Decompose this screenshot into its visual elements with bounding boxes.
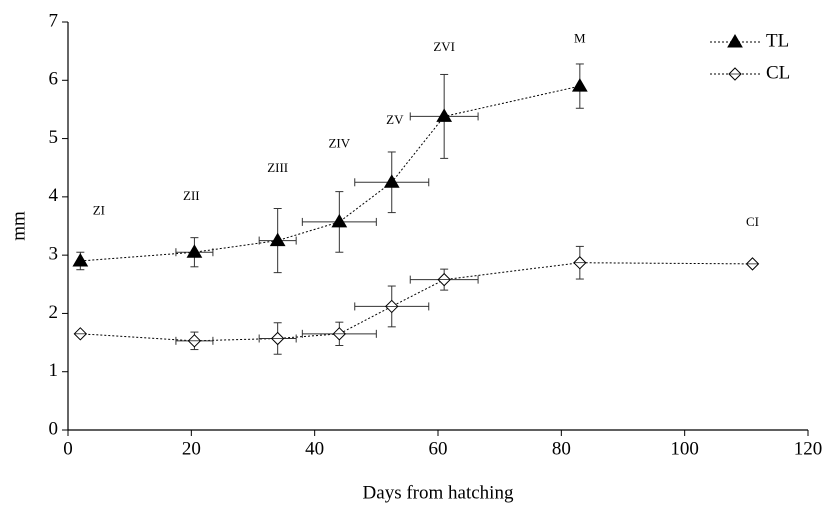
marker <box>727 34 743 48</box>
marker <box>269 232 286 247</box>
stage-annotation: ZIV <box>328 135 350 150</box>
legend-label: TL <box>766 30 789 51</box>
marker <box>571 78 588 92</box>
marker <box>72 252 89 267</box>
y-tick-label: 6 <box>49 69 59 90</box>
y-tick-label: 7 <box>49 10 59 31</box>
marker <box>186 244 203 258</box>
x-tick-label: 60 <box>429 438 448 459</box>
stage-annotation: ZIII <box>267 160 288 175</box>
marker <box>436 108 453 122</box>
marker <box>331 213 348 228</box>
y-tick-label: 3 <box>49 244 59 265</box>
marker <box>383 174 400 188</box>
y-tick-label: 5 <box>49 127 59 148</box>
x-tick-label: 120 <box>794 438 823 459</box>
x-tick-label: 0 <box>63 438 73 459</box>
legend-label: CL <box>766 62 790 83</box>
x-tick-label: 40 <box>305 438 324 459</box>
stage-annotation: ZII <box>183 188 200 203</box>
y-tick-label: 0 <box>49 418 59 439</box>
x-tick-label: 80 <box>552 438 571 459</box>
series-line <box>80 85 580 262</box>
series-line <box>80 262 753 342</box>
y-axis-label: mm <box>8 211 29 241</box>
stage-annotation: ZI <box>93 202 105 217</box>
y-tick-label: 4 <box>49 185 59 206</box>
y-tick-label: 1 <box>49 360 59 381</box>
x-tick-label: 100 <box>670 438 699 459</box>
stage-annotation: ZVI <box>433 39 455 54</box>
x-axis-label: Days from hatching <box>363 482 514 503</box>
x-tick-label: 20 <box>182 438 201 459</box>
y-tick-label: 2 <box>49 302 59 323</box>
stage-annotation: CI <box>746 214 759 229</box>
stage-annotation: M <box>574 30 586 45</box>
stage-annotation: ZV <box>386 112 404 127</box>
